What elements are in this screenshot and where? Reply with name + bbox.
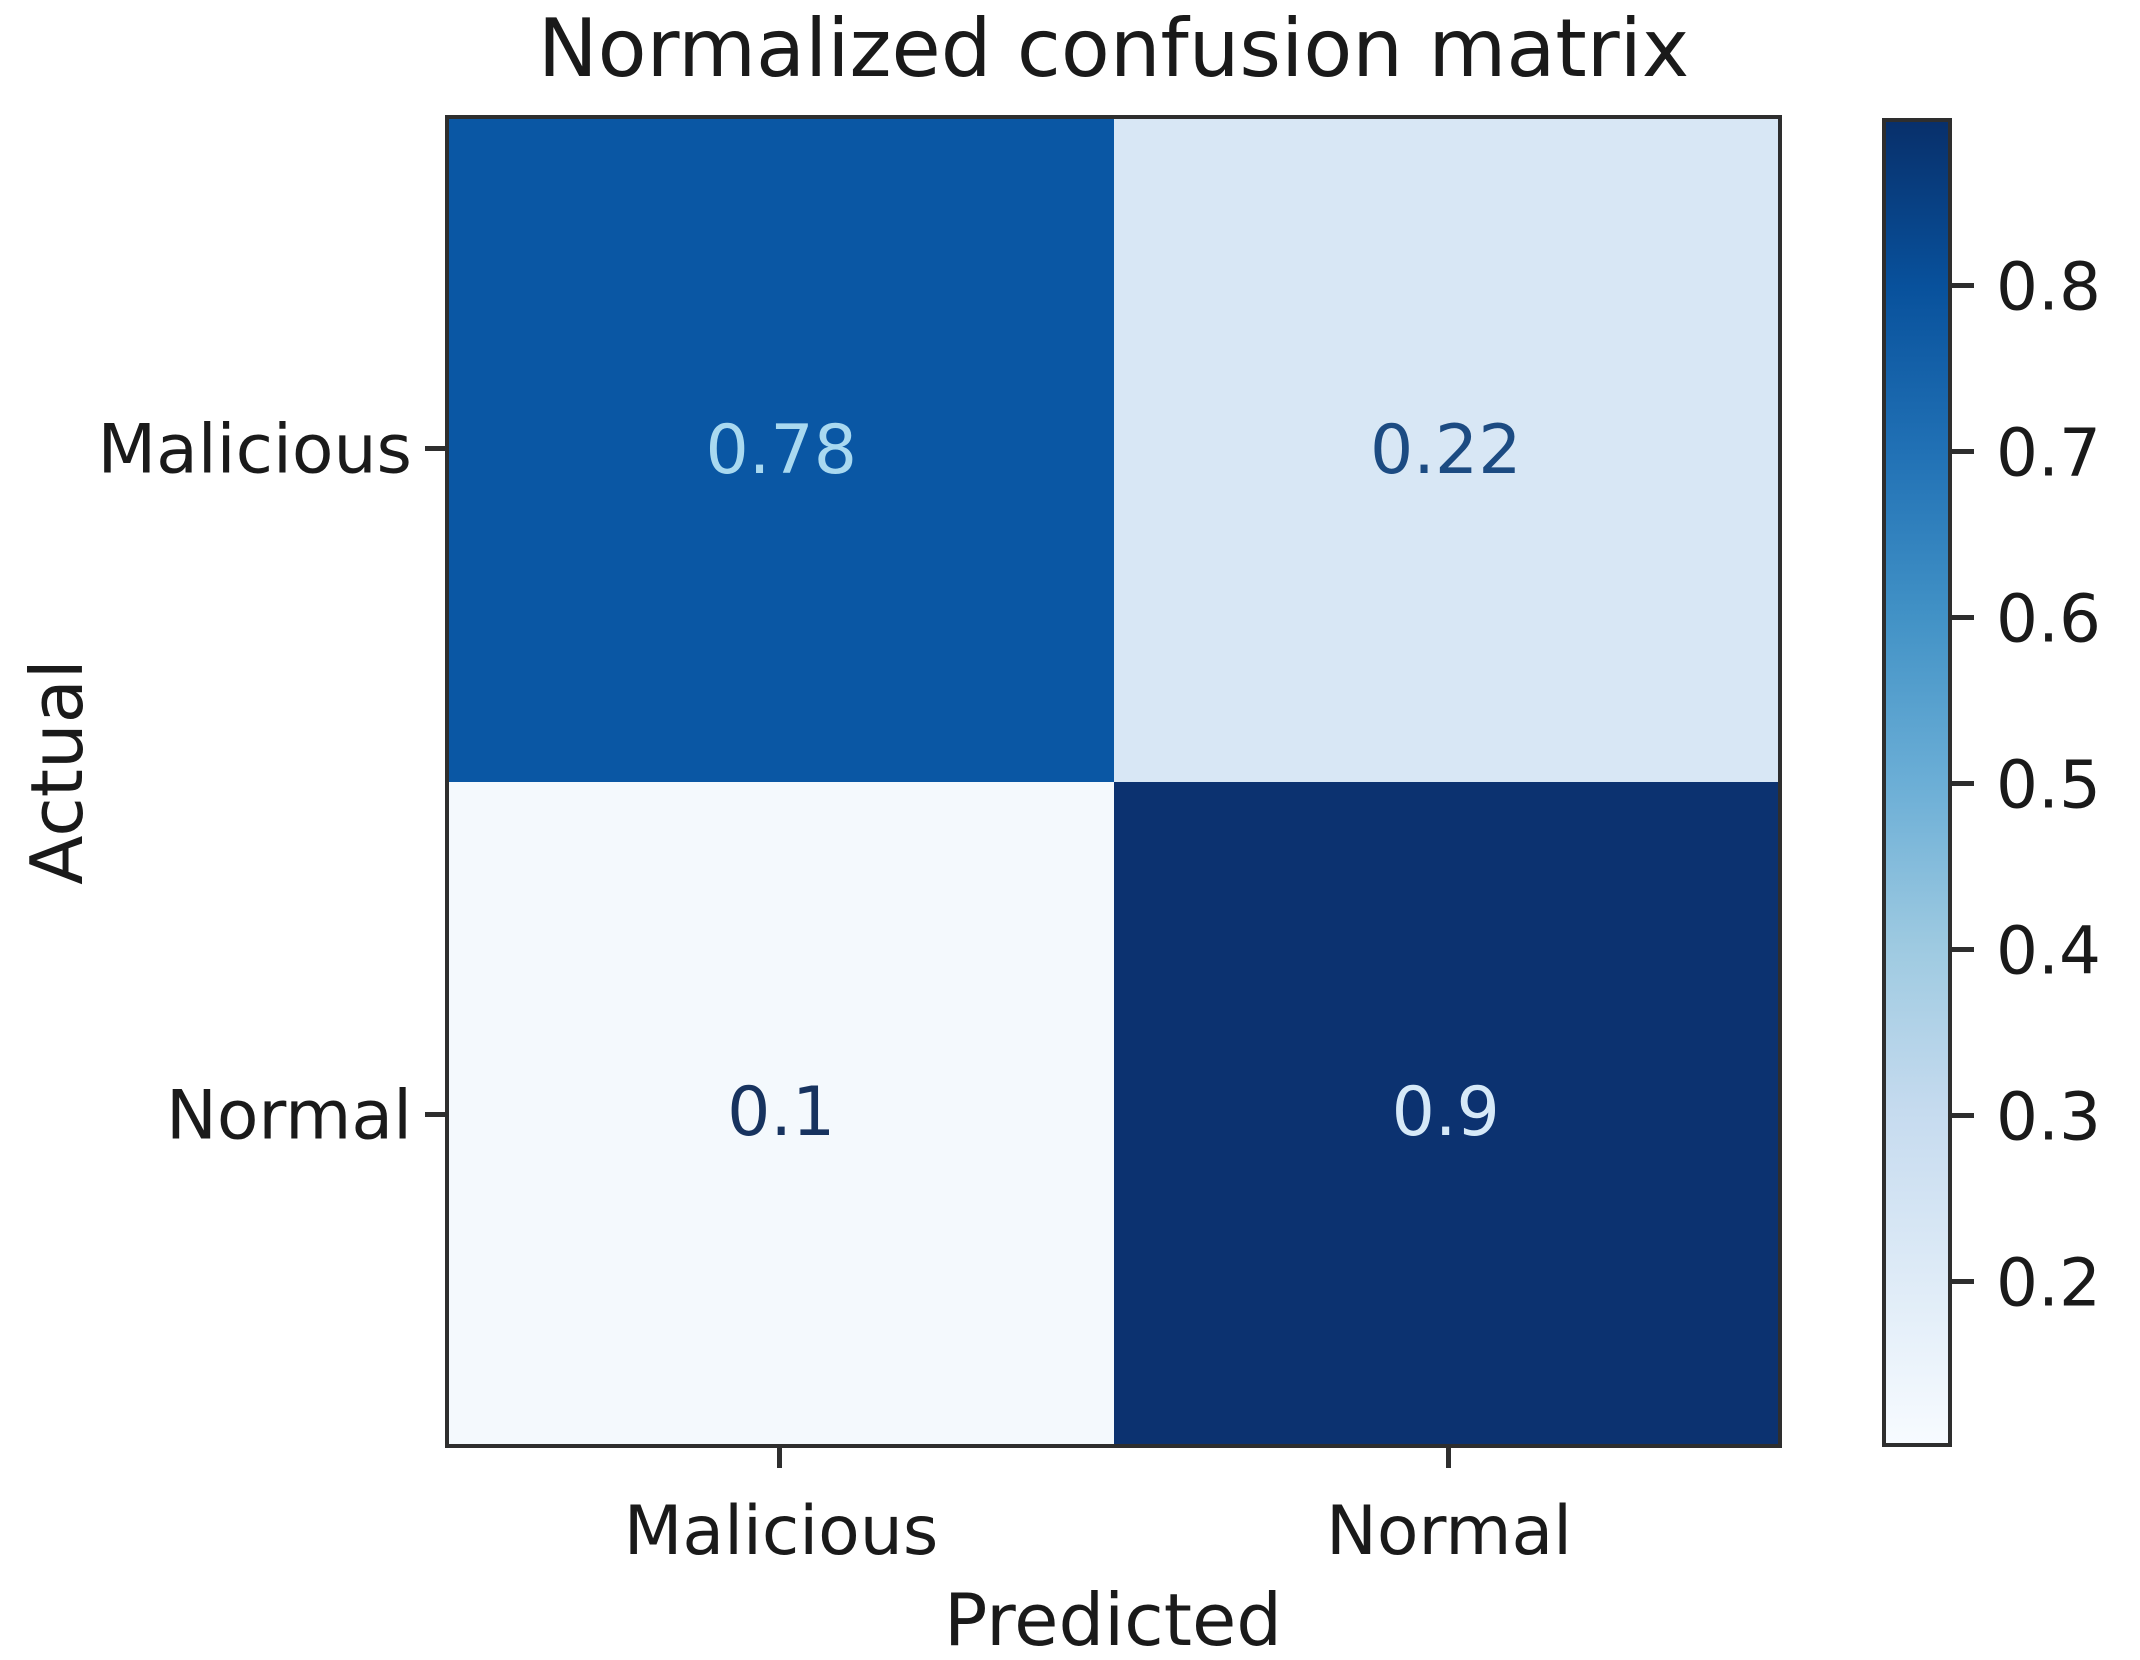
y-tick-mark-normal [425, 1112, 445, 1117]
x-axis-label: Predicted [944, 1578, 1282, 1660]
x-tick-mark-normal [1446, 1448, 1451, 1468]
colorbar-tick-mark [1952, 1279, 1974, 1284]
chart-title: Normalized confusion matrix [537, 2, 1690, 95]
colorbar-tick-mark [1952, 283, 1974, 288]
colorbar-tick-mark [1952, 1113, 1974, 1118]
colorbar-tick-label: 0.5 [1996, 746, 2101, 824]
x-tick-label-malicious: Malicious [623, 1492, 939, 1571]
colorbar-tick-label: 0.4 [1996, 912, 2101, 990]
cell-actual-normal-pred-normal: 0.9 [1113, 781, 1778, 1444]
colorbar-gradient [1882, 118, 1952, 1447]
colorbar-tick-mark [1952, 449, 1974, 454]
cell-actual-normal-pred-malicious: 0.1 [449, 781, 1114, 1444]
cell-actual-malicious-pred-malicious: 0.78 [449, 119, 1114, 782]
colorbar-tick-mark [1952, 615, 1974, 620]
colorbar-tick-label: 0.8 [1996, 248, 2101, 326]
heatmap-grid: 0.78 0.22 0.1 0.9 [445, 115, 1782, 1448]
colorbar-tick-label: 0.6 [1996, 580, 2101, 658]
x-tick-mark-malicious [777, 1448, 782, 1468]
cell-actual-malicious-pred-normal: 0.22 [1113, 119, 1778, 782]
colorbar-tick-mark [1952, 781, 1974, 786]
y-tick-label-normal: Normal [165, 1076, 412, 1156]
y-tick-label-malicious: Malicious [97, 410, 412, 490]
colorbar-tick-label: 0.2 [1996, 1244, 2101, 1322]
y-tick-mark-malicious [425, 446, 445, 451]
colorbar-tick-mark [1952, 947, 1974, 952]
x-tick-label-normal: Normal [1325, 1492, 1573, 1571]
y-axis-label: Actual [15, 659, 99, 885]
colorbar-tick-label: 0.3 [1996, 1078, 2101, 1156]
colorbar-tick-label: 0.7 [1996, 414, 2101, 492]
